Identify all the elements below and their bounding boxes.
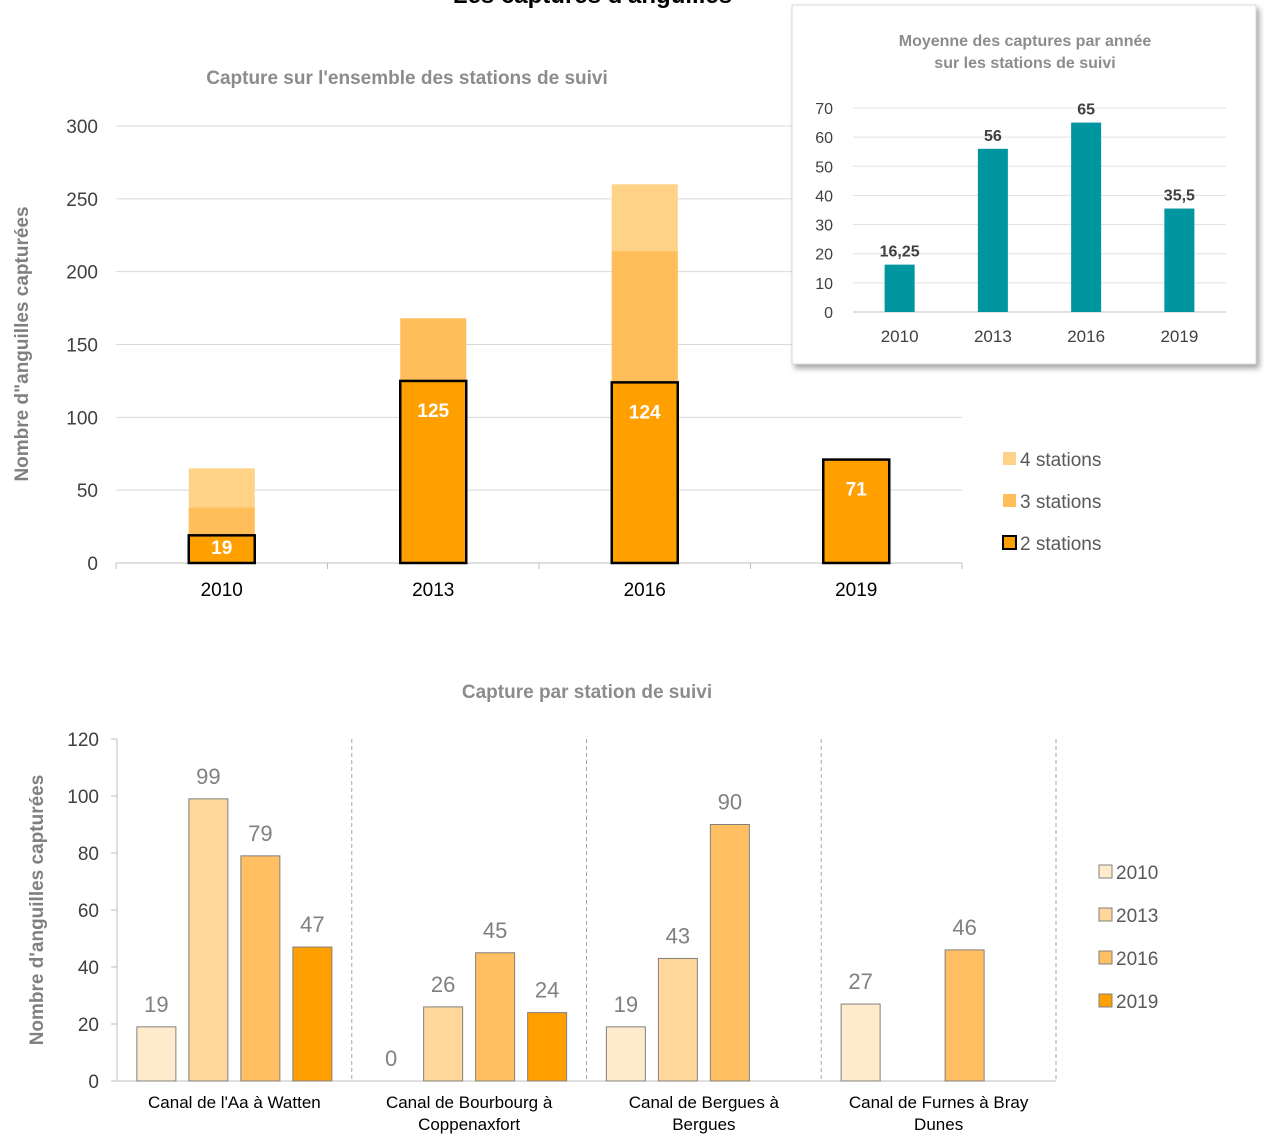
legend-swatch [1098,864,1113,879]
legend-label: 2 stations [1020,534,1101,555]
page-title: Les captures d'anguilles [0,0,1185,10]
data-label: 124 [629,402,661,423]
data-label: 56 [984,128,1002,145]
chart-title: Capture sur l'ensemble des stations de s… [206,68,608,89]
legend-swatch [1098,907,1113,922]
inset-bar-2010 [884,264,915,312]
data-label: 46 [952,915,976,940]
legend-swatch [1003,452,1016,465]
inset-bar-2013 [977,148,1008,312]
bar-2-stations-2013 [399,379,468,565]
legend-swatch [1098,950,1113,965]
bar-2016-station-3 [709,824,750,1082]
y-tick-label: 70 [815,101,833,118]
y-tick-label: 80 [78,844,99,865]
x-tick-label: Canal de Bergues à Bergues [629,1093,780,1134]
data-label: 90 [718,790,742,815]
y-tick-label: 120 [67,730,99,751]
data-label: 0 [385,1046,397,1071]
y-tick-label: 100 [66,408,98,429]
x-tick-label: 2019 [835,580,877,601]
data-label: 26 [431,972,455,997]
y-tick-label: 50 [815,159,833,176]
bar-2010-station-3 [605,1026,646,1082]
bar-2019-station-2 [527,1012,568,1082]
y-tick-label: 10 [815,276,833,293]
y-tick-label: 60 [78,901,99,922]
x-tick-label: 2010 [201,580,243,601]
inset-bar-2016 [1071,122,1102,312]
bar-2-stations-2016 [610,381,679,565]
data-label: 99 [196,764,220,789]
legend-label: 2010 [1116,863,1158,884]
data-label: 24 [535,978,559,1003]
inset-title: Moyenne des captures par année sur les st… [899,33,1152,72]
y-tick-label: 20 [815,247,833,264]
y-axis-label: Nombre d"anguilles capturées [12,206,33,481]
bar-2016-station-1 [240,855,281,1082]
y-tick-label: 30 [815,218,833,235]
data-label: 45 [483,918,507,943]
average-inset-chart: Moyenne des captures par année sur les st… [791,4,1257,365]
bar-2016-station-2 [475,952,516,1082]
legend-swatch [1002,535,1017,550]
bar-2013-station-2 [423,1006,464,1082]
legend-label: 4 stations [1020,450,1101,471]
data-label: 19 [144,992,168,1017]
x-tick-label: Canal de Furnes à Bray Dunes [849,1093,1029,1134]
bar-2013-station-3 [657,957,698,1082]
legend-label: 2019 [1116,992,1158,1013]
y-tick-label: 60 [815,130,833,147]
bar-2016-station-4 [944,949,985,1082]
bar-2010-station-4 [840,1003,881,1082]
y-tick-label: 40 [815,188,833,205]
y-tick-label: 200 [66,263,98,284]
x-tick-label: 2016 [624,580,666,601]
y-tick-label: 150 [66,336,98,357]
y-tick-label: 0 [87,554,98,575]
x-tick-label: 2016 [1067,327,1105,346]
legend-label: 2013 [1116,906,1158,927]
bar-2010-station-1 [136,1026,177,1082]
bar-2-stations-2019 [822,458,891,565]
inset-bar-2019 [1164,208,1195,312]
x-tick-label: 2013 [412,580,454,601]
y-tick-label: 100 [67,787,99,808]
x-tick-label: 2010 [881,327,919,346]
y-tick-label: 0 [824,305,833,322]
x-tick-label: Canal de Bourbourg à Coppenaxfort [386,1093,553,1134]
y-tick-label: 0 [88,1072,99,1093]
bar-2019-station-1 [292,946,333,1082]
x-tick-label: Canal de l'Aa à Watten [148,1093,321,1112]
y-tick-label: 40 [78,958,99,979]
legend-swatch [1003,494,1016,507]
stacked-total-chart: Capture sur l'ensemble des stations de s… [12,68,1101,601]
legend-label: 2016 [1116,949,1158,970]
data-label: 125 [417,401,449,422]
legend-label: 3 stations [1020,492,1101,513]
data-label: 71 [846,480,868,501]
data-label: 27 [848,969,872,994]
data-label: 65 [1077,102,1095,119]
bar-2013-station-1 [188,798,229,1082]
y-tick-label: 50 [77,481,98,502]
y-tick-label: 20 [78,1015,99,1036]
legend-swatch [1098,993,1113,1008]
data-label: 79 [248,821,272,846]
x-tick-label: 2013 [974,327,1012,346]
y-tick-label: 300 [66,117,98,138]
y-tick-label: 250 [66,190,98,211]
bar-2-stations-2010 [187,534,256,565]
x-tick-label: 2019 [1160,327,1198,346]
y-axis-label: Nombre d'anguilles capturées [27,775,48,1046]
chart-title: Capture par station de suivi [462,682,712,703]
data-label: 16,25 [880,244,920,261]
data-label: 19 [211,538,232,559]
data-label: 43 [666,923,690,948]
station-chart: Capture par station de suivi Nombre d'ang… [27,682,1158,1134]
data-label: 47 [300,912,324,937]
data-label: 19 [614,992,638,1017]
data-label: 35,5 [1164,188,1195,205]
